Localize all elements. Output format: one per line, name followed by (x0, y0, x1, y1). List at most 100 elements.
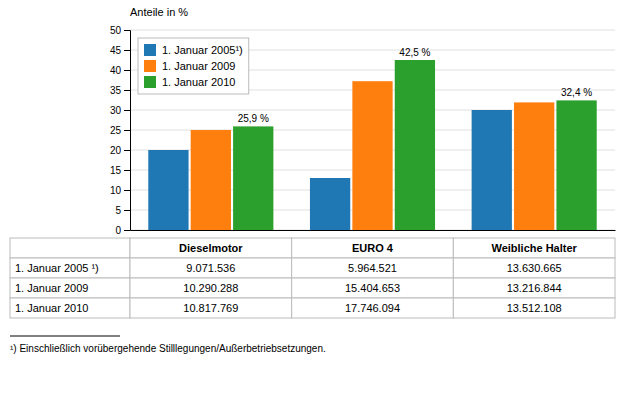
y-tick: 35 (110, 85, 130, 96)
legend-label: 1. Januar 2010 (162, 76, 235, 88)
y-tick-label: 20 (110, 145, 122, 156)
legend-box (138, 38, 249, 94)
bar (148, 150, 188, 230)
legend-label: 1. Januar 2009 (162, 60, 235, 72)
bar-series (148, 110, 512, 230)
footnote: ¹) Einschließlich vorübergehende Stillle… (10, 343, 326, 354)
bar (514, 102, 554, 230)
data-label: 25,9 % (238, 113, 269, 124)
y-tick-mark (124, 170, 130, 171)
bar (472, 110, 512, 230)
x-axis (131, 230, 616, 231)
legend: 1. Januar 2005¹) 1. Januar 2009 1. Januar … (138, 38, 249, 94)
y-tick: 0 (115, 225, 130, 236)
y-tick-mark (124, 190, 130, 191)
table-text: 17.746.094 (345, 302, 400, 314)
y-tick: 5 (115, 205, 130, 216)
table-cell (10, 258, 130, 278)
y-tick-label: 45 (110, 45, 122, 56)
grid-line (130, 30, 615, 31)
y-tick-mark (124, 210, 130, 211)
table-text: 13.630.665 (507, 262, 562, 274)
y-tick: 30 (110, 105, 130, 116)
category-label: Weibliche Halter (491, 242, 577, 254)
legend-item: 1. Januar 2010 (144, 76, 235, 88)
y-axis-title: Anteile in % (130, 6, 188, 18)
table-text: 13.216.844 (507, 282, 562, 294)
y-tick: 20 (110, 145, 130, 156)
y-tick-mark (124, 130, 130, 131)
legend-swatch (144, 44, 156, 56)
category-label: Dieselmotor (179, 242, 243, 254)
table-cell (130, 238, 292, 258)
chart: 0 5 10 15 20 25 30 35 40 45 50 25,9 % 42,5 % 32,4 % 1.… (0, 0, 630, 420)
table-text: 10.817.769 (183, 302, 238, 314)
y-tick-mark (124, 70, 130, 71)
bar-series (191, 81, 555, 230)
y-tick-label: 25 (110, 125, 122, 136)
data-label: 42,5 % (399, 47, 430, 58)
table: Dieselmotor EURO 4 Weibliche Halter 1. Janu… (10, 238, 615, 318)
category-label: EURO 4 (352, 242, 394, 254)
bar (352, 81, 392, 230)
table-cell (10, 298, 130, 318)
grid (130, 30, 615, 230)
y-axis-line (124, 31, 131, 231)
table-cell (453, 238, 615, 258)
legend-swatch (144, 76, 156, 88)
bar (233, 126, 273, 230)
table-text: 1. Januar 2010 (15, 302, 88, 314)
table-text: 5.964.521 (348, 262, 397, 274)
y-tick-label: 35 (110, 85, 122, 96)
table-text: 13.512.108 (507, 302, 562, 314)
legend-item: 1. Januar 2005¹) (144, 44, 243, 56)
y-axis: 0 5 10 15 20 25 30 35 40 45 50 (110, 25, 131, 236)
y-tick-label: 5 (115, 205, 121, 216)
y-tick-label: 30 (110, 105, 122, 116)
y-tick: 10 (110, 185, 130, 196)
y-tick-label: 0 (115, 225, 121, 236)
table-text: 10.290.288 (183, 282, 238, 294)
y-tick-mark (124, 50, 130, 51)
bars (148, 60, 596, 230)
y-tick: 50 (110, 25, 130, 36)
y-tick: 25 (110, 125, 130, 136)
y-tick-label: 15 (110, 165, 122, 176)
table-cell (292, 258, 454, 278)
table-cell (10, 278, 130, 298)
y-tick: 45 (110, 45, 130, 56)
y-tick-mark (124, 150, 130, 151)
table-cell (10, 238, 130, 258)
data-label: 32,4 % (561, 87, 592, 98)
table-cell (292, 298, 454, 318)
table-cell (130, 298, 292, 318)
bar (556, 100, 596, 230)
y-tick: 15 (110, 165, 130, 176)
y-tick-label: 10 (110, 185, 122, 196)
bar (191, 130, 231, 230)
table-cell (292, 278, 454, 298)
table-cell (453, 298, 615, 318)
table-text: 15.404.653 (345, 282, 400, 294)
bar-series (233, 60, 597, 230)
table-cell (292, 238, 454, 258)
y-tick-label: 50 (110, 25, 122, 36)
plot-area: 0 5 10 15 20 25 30 35 40 45 50 25,9 % 42,5 % 32,4 % 1.… (110, 25, 616, 236)
bar (310, 178, 350, 230)
x-axis-line (131, 230, 616, 231)
table-cell (453, 258, 615, 278)
bar (395, 60, 435, 230)
y-tick: 40 (110, 65, 130, 76)
table-cell (130, 278, 292, 298)
table-text: 9.071.536 (186, 262, 235, 274)
table-text: 1. Januar 2005 ¹) (15, 262, 99, 274)
table-cell (130, 258, 292, 278)
y-tick-mark (124, 90, 130, 91)
footnote-rule (10, 336, 120, 337)
table-cell (453, 278, 615, 298)
data-labels: 25,9 % 42,5 % 32,4 % (238, 47, 593, 124)
y-tick-mark (124, 230, 130, 231)
y-tick-mark (124, 30, 130, 31)
table-text: 1. Januar 2009 (15, 282, 88, 294)
y-tick-mark (124, 110, 130, 111)
